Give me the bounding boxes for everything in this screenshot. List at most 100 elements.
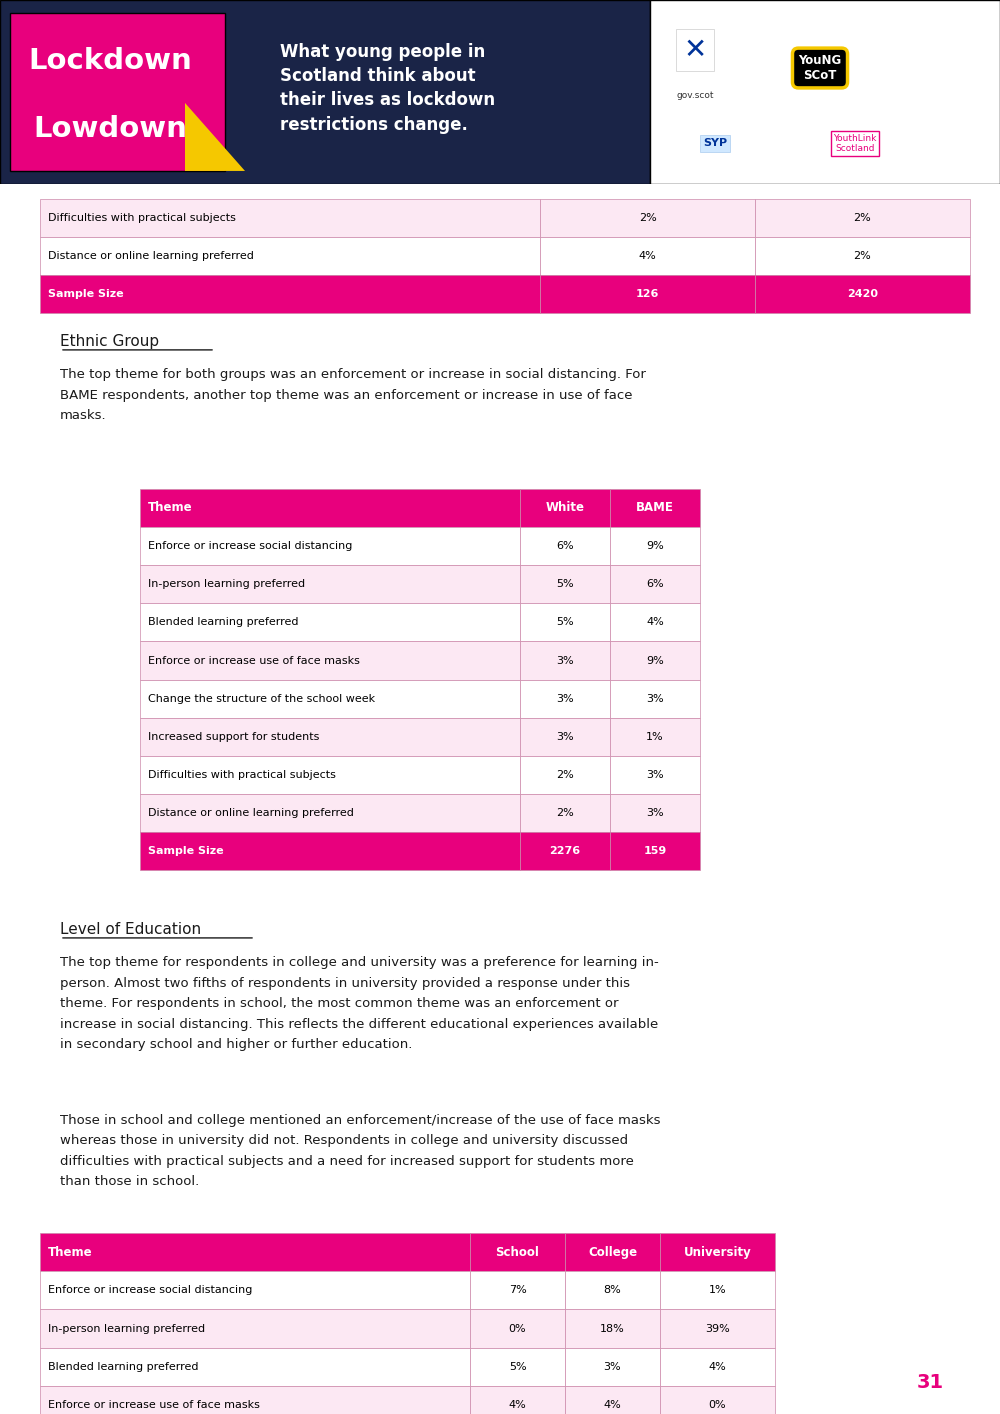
- Text: 1%: 1%: [709, 1285, 726, 1295]
- FancyBboxPatch shape: [610, 718, 700, 756]
- FancyBboxPatch shape: [520, 831, 610, 870]
- Text: 2%: 2%: [639, 212, 656, 222]
- FancyBboxPatch shape: [470, 1233, 565, 1271]
- FancyBboxPatch shape: [40, 1386, 470, 1414]
- FancyBboxPatch shape: [565, 1271, 660, 1309]
- FancyBboxPatch shape: [610, 680, 700, 718]
- Text: YouNG
SCoT: YouNG SCoT: [798, 54, 842, 82]
- Text: Sample Size: Sample Size: [48, 288, 124, 298]
- FancyBboxPatch shape: [650, 0, 1000, 184]
- FancyBboxPatch shape: [140, 527, 520, 566]
- Text: Theme: Theme: [148, 502, 193, 515]
- FancyBboxPatch shape: [470, 1309, 565, 1348]
- Text: 126: 126: [636, 288, 659, 298]
- Text: Sample Size: Sample Size: [148, 846, 224, 857]
- Text: Change the structure of the school week: Change the structure of the school week: [148, 694, 375, 704]
- FancyBboxPatch shape: [0, 0, 650, 184]
- FancyBboxPatch shape: [40, 1348, 470, 1386]
- FancyBboxPatch shape: [40, 236, 540, 274]
- FancyBboxPatch shape: [140, 642, 520, 680]
- Text: 5%: 5%: [556, 580, 574, 590]
- Text: Enforce or increase use of face masks: Enforce or increase use of face masks: [48, 1400, 260, 1410]
- Polygon shape: [185, 103, 245, 171]
- Text: 6%: 6%: [646, 580, 664, 590]
- Text: In-person learning preferred: In-person learning preferred: [48, 1324, 205, 1333]
- FancyBboxPatch shape: [140, 831, 520, 870]
- FancyBboxPatch shape: [10, 13, 225, 171]
- FancyBboxPatch shape: [520, 718, 610, 756]
- Text: 1%: 1%: [646, 732, 664, 742]
- Text: 0%: 0%: [709, 1400, 726, 1410]
- Text: University: University: [684, 1246, 751, 1258]
- FancyBboxPatch shape: [470, 1271, 565, 1309]
- FancyBboxPatch shape: [140, 566, 520, 604]
- FancyBboxPatch shape: [140, 489, 520, 527]
- FancyBboxPatch shape: [470, 1386, 565, 1414]
- FancyBboxPatch shape: [540, 274, 755, 312]
- Text: Enforce or increase use of face masks: Enforce or increase use of face masks: [148, 656, 360, 666]
- Text: Level of Education: Level of Education: [60, 922, 201, 937]
- Text: Theme: Theme: [48, 1246, 93, 1258]
- FancyBboxPatch shape: [140, 756, 520, 795]
- FancyBboxPatch shape: [755, 198, 970, 236]
- FancyBboxPatch shape: [565, 1233, 660, 1271]
- FancyBboxPatch shape: [470, 1348, 565, 1386]
- FancyBboxPatch shape: [40, 274, 540, 312]
- Text: 4%: 4%: [646, 618, 664, 628]
- Text: Ethnic Group: Ethnic Group: [60, 334, 159, 349]
- FancyBboxPatch shape: [610, 527, 700, 566]
- Text: 18%: 18%: [600, 1324, 625, 1333]
- FancyBboxPatch shape: [520, 527, 610, 566]
- Text: School: School: [496, 1246, 539, 1258]
- FancyBboxPatch shape: [40, 1233, 470, 1271]
- FancyBboxPatch shape: [660, 1233, 775, 1271]
- Text: 3%: 3%: [556, 694, 574, 704]
- FancyBboxPatch shape: [40, 1271, 470, 1309]
- FancyBboxPatch shape: [520, 642, 610, 680]
- Text: YouthLink
Scotland: YouthLink Scotland: [833, 134, 877, 153]
- Text: 39%: 39%: [705, 1324, 730, 1333]
- Text: BAME: BAME: [636, 502, 674, 515]
- Text: 2276: 2276: [549, 846, 581, 857]
- FancyBboxPatch shape: [520, 604, 610, 642]
- Text: ✕: ✕: [683, 35, 707, 64]
- FancyBboxPatch shape: [610, 642, 700, 680]
- FancyBboxPatch shape: [610, 566, 700, 604]
- FancyBboxPatch shape: [610, 489, 700, 527]
- FancyBboxPatch shape: [520, 756, 610, 795]
- Text: College: College: [588, 1246, 637, 1258]
- FancyBboxPatch shape: [540, 198, 755, 236]
- FancyBboxPatch shape: [40, 1309, 470, 1348]
- Text: 3%: 3%: [646, 807, 664, 819]
- FancyBboxPatch shape: [755, 274, 970, 312]
- FancyBboxPatch shape: [520, 680, 610, 718]
- FancyBboxPatch shape: [610, 604, 700, 642]
- FancyBboxPatch shape: [140, 795, 520, 831]
- Text: 159: 159: [643, 846, 667, 857]
- Text: What young people in
Scotland think about
their lives as lockdown
restrictions c: What young people in Scotland think abou…: [280, 42, 495, 134]
- FancyBboxPatch shape: [140, 718, 520, 756]
- FancyBboxPatch shape: [610, 795, 700, 831]
- Text: 31: 31: [916, 1373, 944, 1391]
- Text: gov.scot: gov.scot: [676, 90, 714, 100]
- Text: 2%: 2%: [556, 807, 574, 819]
- Text: 3%: 3%: [556, 732, 574, 742]
- Text: 2%: 2%: [854, 212, 871, 222]
- FancyBboxPatch shape: [140, 604, 520, 642]
- Text: 2420: 2420: [847, 288, 878, 298]
- FancyBboxPatch shape: [755, 236, 970, 274]
- Text: 4%: 4%: [639, 250, 656, 260]
- Text: Lockdown: Lockdown: [28, 47, 192, 75]
- Text: Lowdown: Lowdown: [33, 115, 187, 143]
- Text: Difficulties with practical subjects: Difficulties with practical subjects: [148, 769, 336, 781]
- FancyBboxPatch shape: [565, 1309, 660, 1348]
- Text: The top theme for both groups was an enforcement or increase in social distancin: The top theme for both groups was an enf…: [60, 368, 646, 423]
- Text: 8%: 8%: [604, 1285, 621, 1295]
- FancyBboxPatch shape: [660, 1386, 775, 1414]
- Text: Difficulties with practical subjects: Difficulties with practical subjects: [48, 212, 236, 222]
- Text: In-person learning preferred: In-person learning preferred: [148, 580, 305, 590]
- FancyBboxPatch shape: [660, 1348, 775, 1386]
- Text: White: White: [546, 502, 585, 515]
- Text: 4%: 4%: [509, 1400, 526, 1410]
- FancyBboxPatch shape: [520, 566, 610, 604]
